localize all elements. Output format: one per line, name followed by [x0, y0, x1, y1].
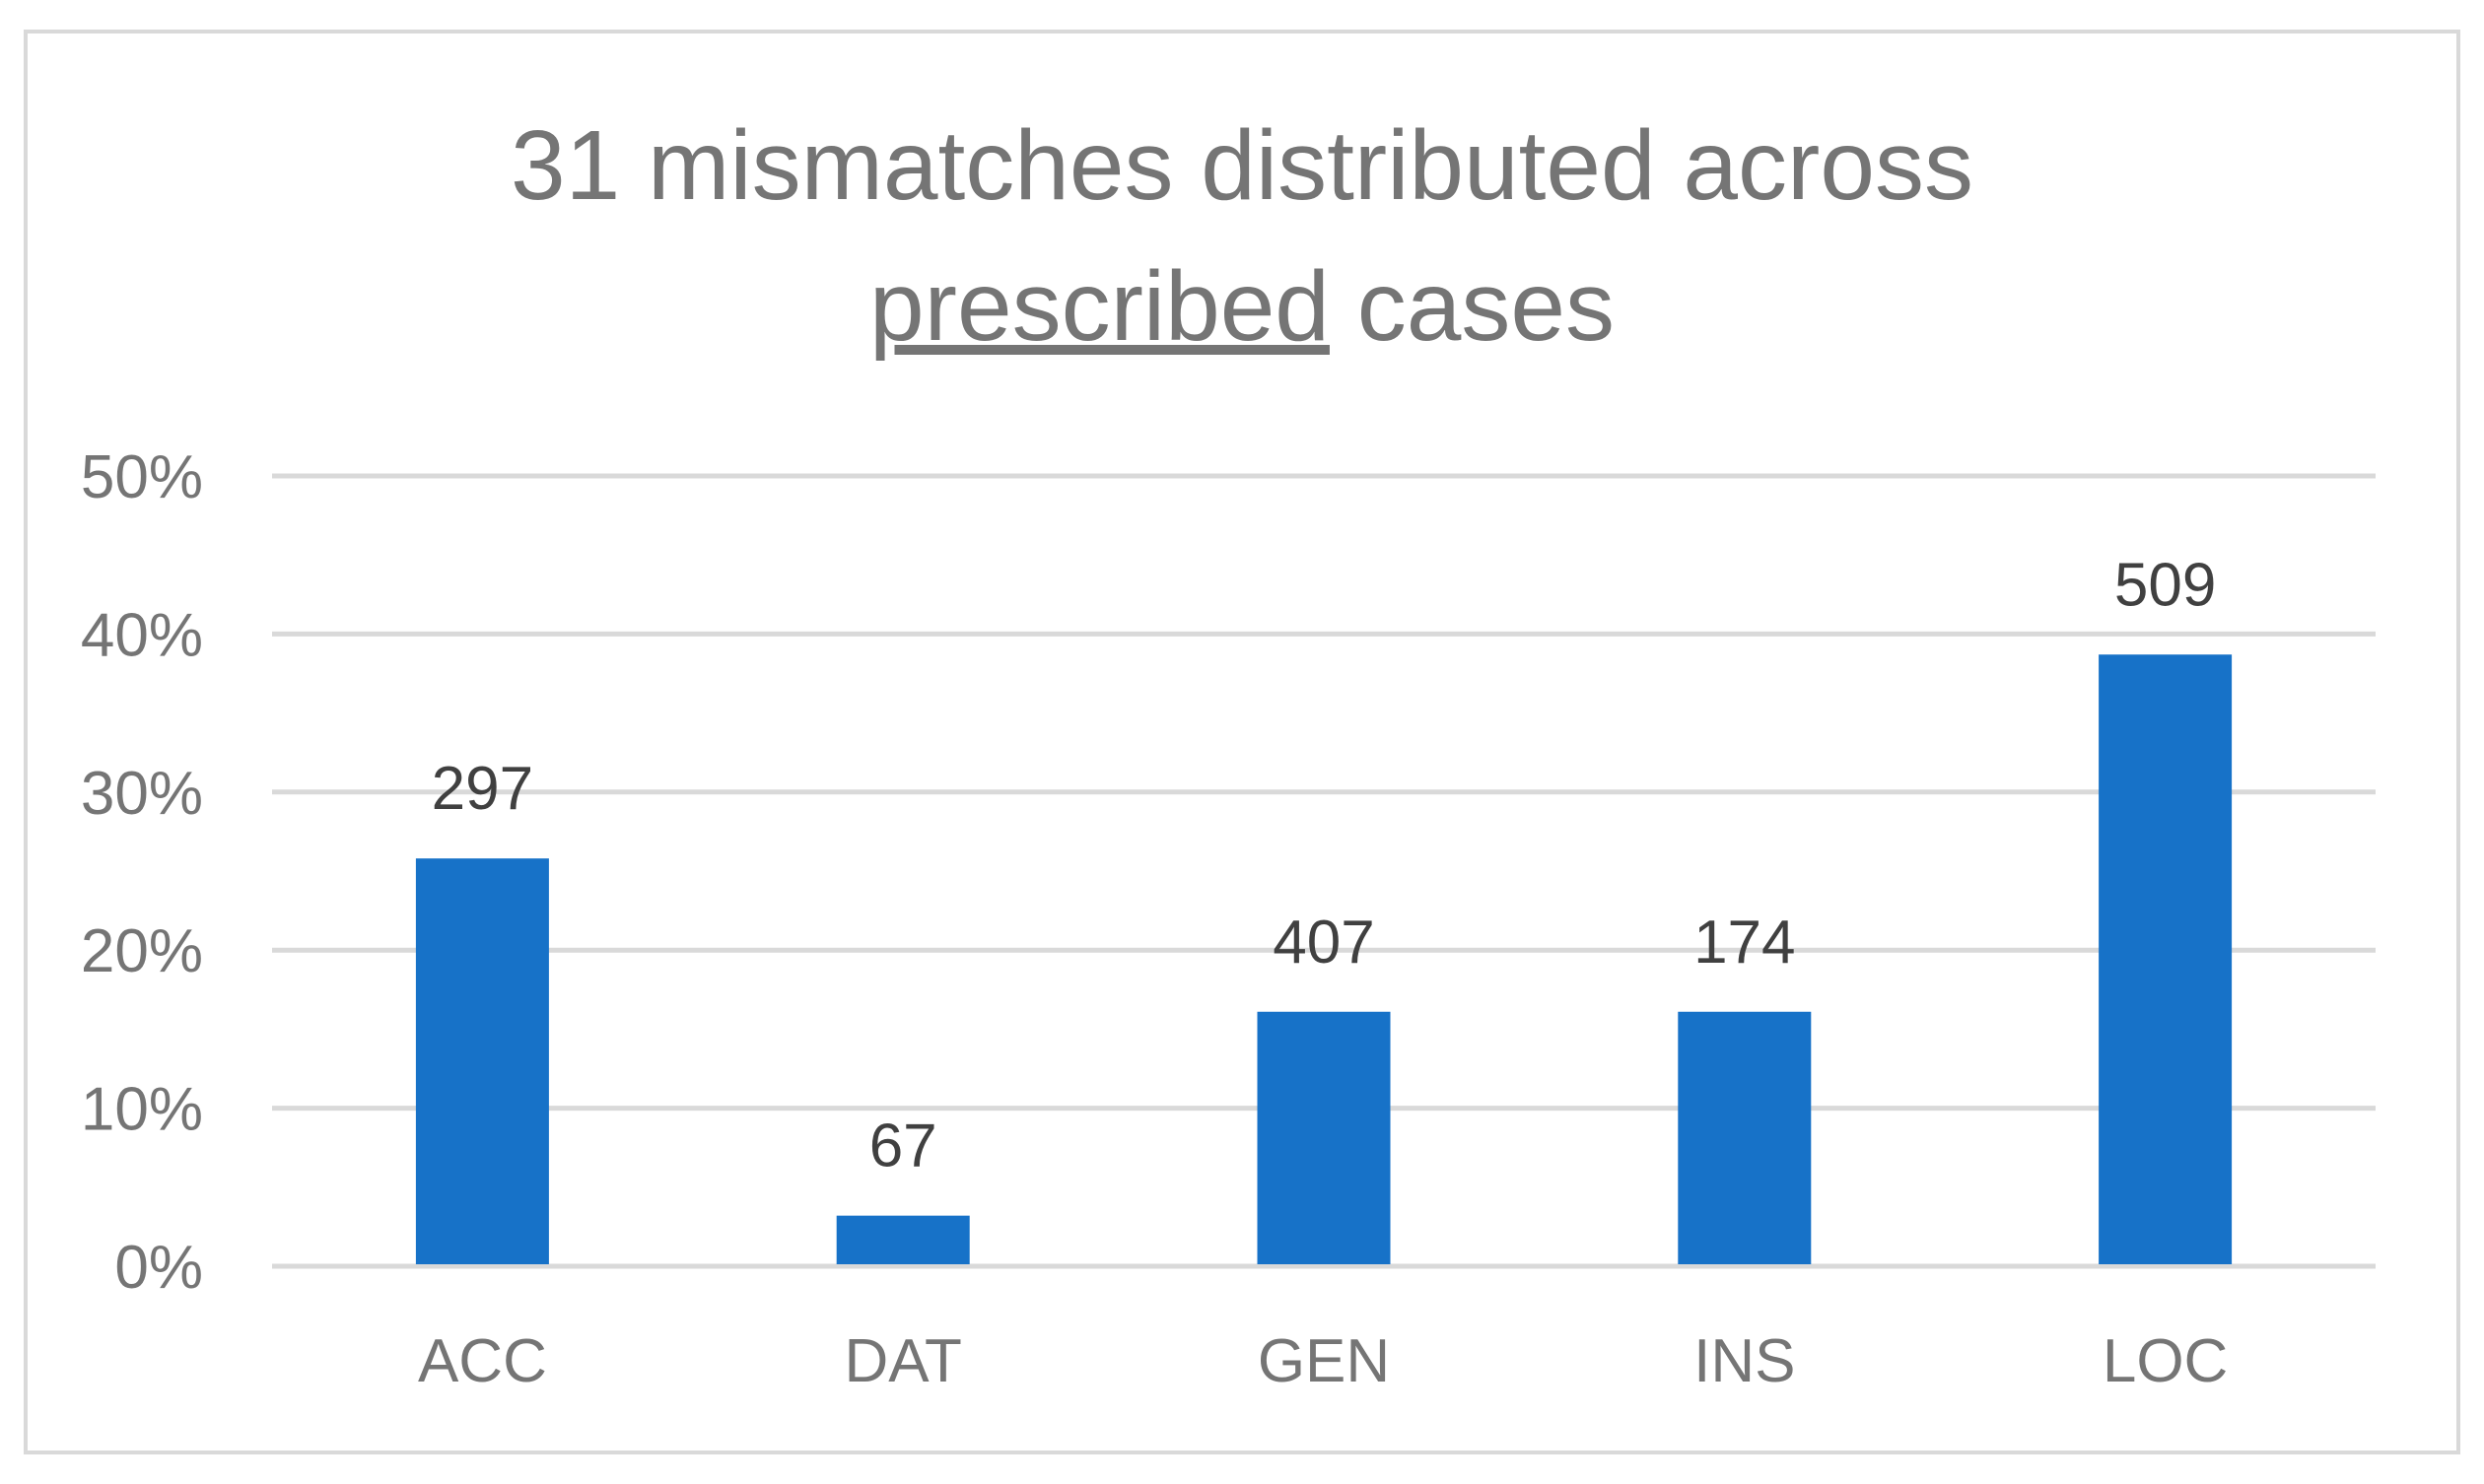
x-tick-label-gen: GEN [1258, 1327, 1390, 1395]
x-tick-label-acc: ACC [418, 1327, 547, 1395]
chart-title-underlined-word: prescribed [869, 251, 1330, 362]
y-tick-label: 20% [81, 917, 203, 985]
x-axis-categories: ACC DAT GEN INS LOC [418, 1327, 2228, 1395]
data-label-acc: 297 [432, 755, 533, 823]
x-tick-label-loc: LOC [2103, 1327, 2228, 1395]
data-label-gen: 407 [1273, 909, 1374, 977]
data-label-loc: 509 [2114, 551, 2216, 619]
x-tick-label-ins: INS [1693, 1327, 1795, 1395]
y-tick-label: 0% [114, 1234, 203, 1302]
chart-title-rest: cases [1330, 251, 1615, 362]
bar-acc [415, 858, 549, 1264]
x-tick-label-dat: DAT [844, 1327, 961, 1395]
chart-title-line-2: prescribed cases [869, 251, 1615, 362]
bar-ins [1678, 1011, 1812, 1264]
bar-loc [2099, 654, 2233, 1264]
bar-gen [1257, 1011, 1391, 1264]
chart-title-line-1: 31 mismatches distributed across [511, 110, 1973, 221]
y-tick-label: 30% [81, 760, 203, 828]
data-label-ins: 174 [1693, 909, 1795, 977]
chart-frame [24, 30, 2460, 1454]
y-tick-label: 10% [81, 1076, 203, 1144]
y-tick-label: 50% [81, 443, 203, 511]
data-label-dat: 67 [869, 1113, 937, 1180]
y-axis-ticks: 0% 10% 20% 30% 40% 50% [81, 443, 203, 1302]
bars [415, 654, 2233, 1264]
bar-dat [836, 1215, 970, 1264]
y-tick-label: 40% [81, 601, 203, 669]
gridlines [272, 473, 2376, 1269]
data-labels: 297 67 407 174 509 [432, 551, 2217, 1180]
